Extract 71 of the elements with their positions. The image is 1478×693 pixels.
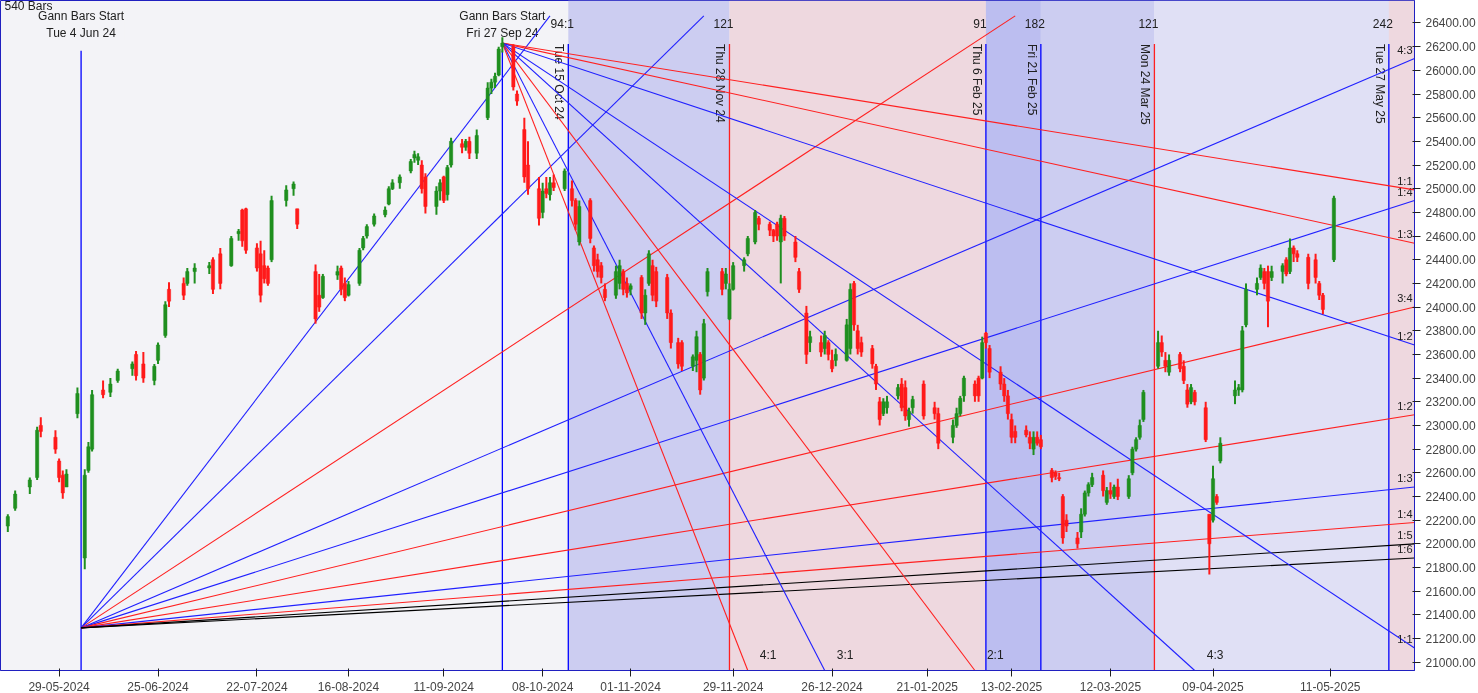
x-tick-label: 13-02-2025	[980, 679, 1043, 693]
ref-line-label: Tue 15 Oct 24	[552, 44, 567, 120]
y-tick-label: 25600.00	[1425, 111, 1476, 126]
series-label: 2:1	[986, 648, 1004, 663]
x-tick-label: 22-07-2024	[226, 679, 288, 693]
series-label: 1:5	[1397, 528, 1413, 541]
x-tick-label: 08-10-2024	[511, 679, 574, 693]
y-tick-label: 21200.00	[1425, 632, 1476, 647]
y-tick-label: 25400.00	[1425, 134, 1476, 149]
x-tick-label: 09-04-2025	[1182, 679, 1245, 693]
series-label: 1:1	[1397, 174, 1413, 187]
x-tick-label: 29-11-2024	[702, 679, 764, 693]
series-label: 1:3	[1397, 472, 1413, 485]
x-tick-label: 01-11-2024	[600, 679, 662, 693]
x-tick-label: 26-12-2024	[801, 679, 864, 693]
annotation: 94:1	[550, 16, 575, 31]
y-tick-label: 25800.00	[1425, 87, 1476, 102]
y-tick-label: 21600.00	[1425, 584, 1476, 599]
y-tick-label: 23000.00	[1425, 418, 1476, 433]
series-label: 1:4	[1397, 507, 1413, 520]
y-tick-label: 22800.00	[1425, 442, 1476, 457]
x-tick-label: 11-05-2025	[1300, 679, 1361, 693]
ref-line-label: Fri 21 Feb 25	[1024, 44, 1039, 116]
ref-line-label: Mon 24 Mar 25	[1138, 44, 1153, 126]
y-tick-label: 21000.00	[1425, 655, 1476, 670]
ref-line-label: Tue 27 May 25	[1372, 44, 1387, 124]
x-tick-label: 21-01-2025	[896, 679, 959, 693]
y-tick-label: 23400.00	[1425, 371, 1476, 386]
y-tick-label: 21800.00	[1425, 561, 1476, 576]
y-tick-label: 25000.00	[1425, 182, 1476, 197]
series-label: 4:1	[759, 648, 777, 663]
y-tick-label: 23800.00	[1425, 324, 1476, 339]
series-label: 1:1	[1397, 633, 1413, 646]
y-tick-label: 22600.00	[1425, 466, 1476, 481]
y-tick-label: 24400.00	[1425, 253, 1476, 268]
y-tick-label: 23600.00	[1425, 347, 1476, 362]
series-label: 3:1	[836, 648, 854, 663]
series-label: 3:4	[1397, 292, 1413, 305]
y-tick-label: 24000.00	[1425, 300, 1476, 315]
y-tick-label: 26400.00	[1425, 16, 1476, 31]
y-tick-label: 21400.00	[1425, 608, 1476, 623]
series-label: 4:3	[1397, 43, 1413, 56]
annotation: 242	[1372, 17, 1394, 32]
series-label: 1:2	[1397, 329, 1413, 342]
annotation: 91	[973, 17, 987, 32]
series-label: 1:3	[1397, 228, 1413, 241]
ref-line-label: Thu 28 Nov 24	[713, 44, 728, 124]
ref-line-label: Thu 6 Feb 25	[969, 44, 984, 116]
x-tick-label: 11-09-2024	[413, 679, 475, 693]
ref-line-label: Gann Bars Start Fri 27 Sep 24	[459, 8, 547, 41]
y-tick-label: 22000.00	[1425, 537, 1476, 552]
y-tick-label: 24800.00	[1425, 205, 1476, 220]
y-tick-label: 25200.00	[1425, 158, 1476, 173]
annotation: 182	[1024, 17, 1046, 32]
series-label: 1:2	[1397, 399, 1413, 412]
y-tick-label: 24200.00	[1425, 276, 1476, 291]
y-tick-label: 24600.00	[1425, 229, 1476, 244]
y-tick-label: 22400.00	[1425, 489, 1476, 504]
y-tick-label: 26000.00	[1425, 63, 1476, 78]
x-tick-label: 29-05-2024	[28, 679, 91, 693]
y-tick-label: 23200.00	[1425, 395, 1476, 410]
y-tick-label: 22200.00	[1425, 513, 1476, 528]
series-label: 1:4	[1397, 185, 1413, 198]
x-tick-label: 12-03-2025	[1079, 679, 1142, 693]
annotation: 121	[1138, 17, 1159, 32]
y-tick-label: 26200.00	[1425, 40, 1476, 55]
annotation: 121	[713, 17, 734, 32]
series-label: 1:6	[1397, 543, 1413, 556]
x-tick-label: 16-08-2024	[317, 679, 380, 693]
series-label: 4:3	[1206, 648, 1224, 663]
x-tick-label: 25-06-2024	[127, 679, 190, 693]
